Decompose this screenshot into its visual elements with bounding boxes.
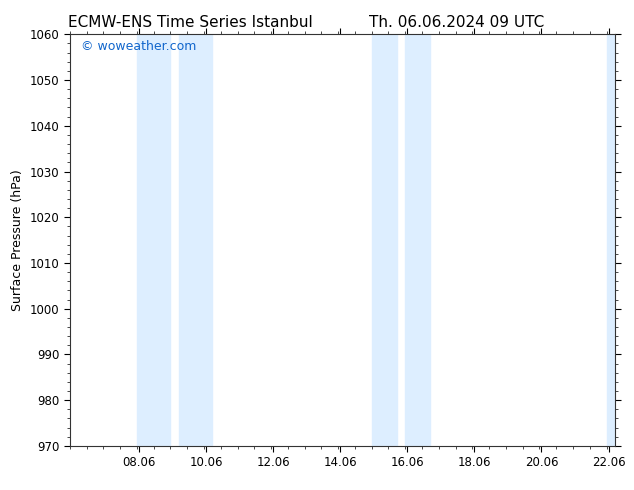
Text: Th. 06.06.2024 09 UTC: Th. 06.06.2024 09 UTC [369, 15, 544, 30]
Bar [405, 34, 430, 446]
Bar [179, 34, 212, 446]
Y-axis label: Surface Pressure (hPa): Surface Pressure (hPa) [11, 169, 24, 311]
Text: ECMW-ENS Time Series Istanbul: ECMW-ENS Time Series Istanbul [68, 15, 313, 30]
Text: © woweather.com: © woweather.com [81, 41, 196, 53]
Bar [372, 34, 397, 446]
Bar [137, 34, 171, 446]
Bar [607, 34, 623, 446]
